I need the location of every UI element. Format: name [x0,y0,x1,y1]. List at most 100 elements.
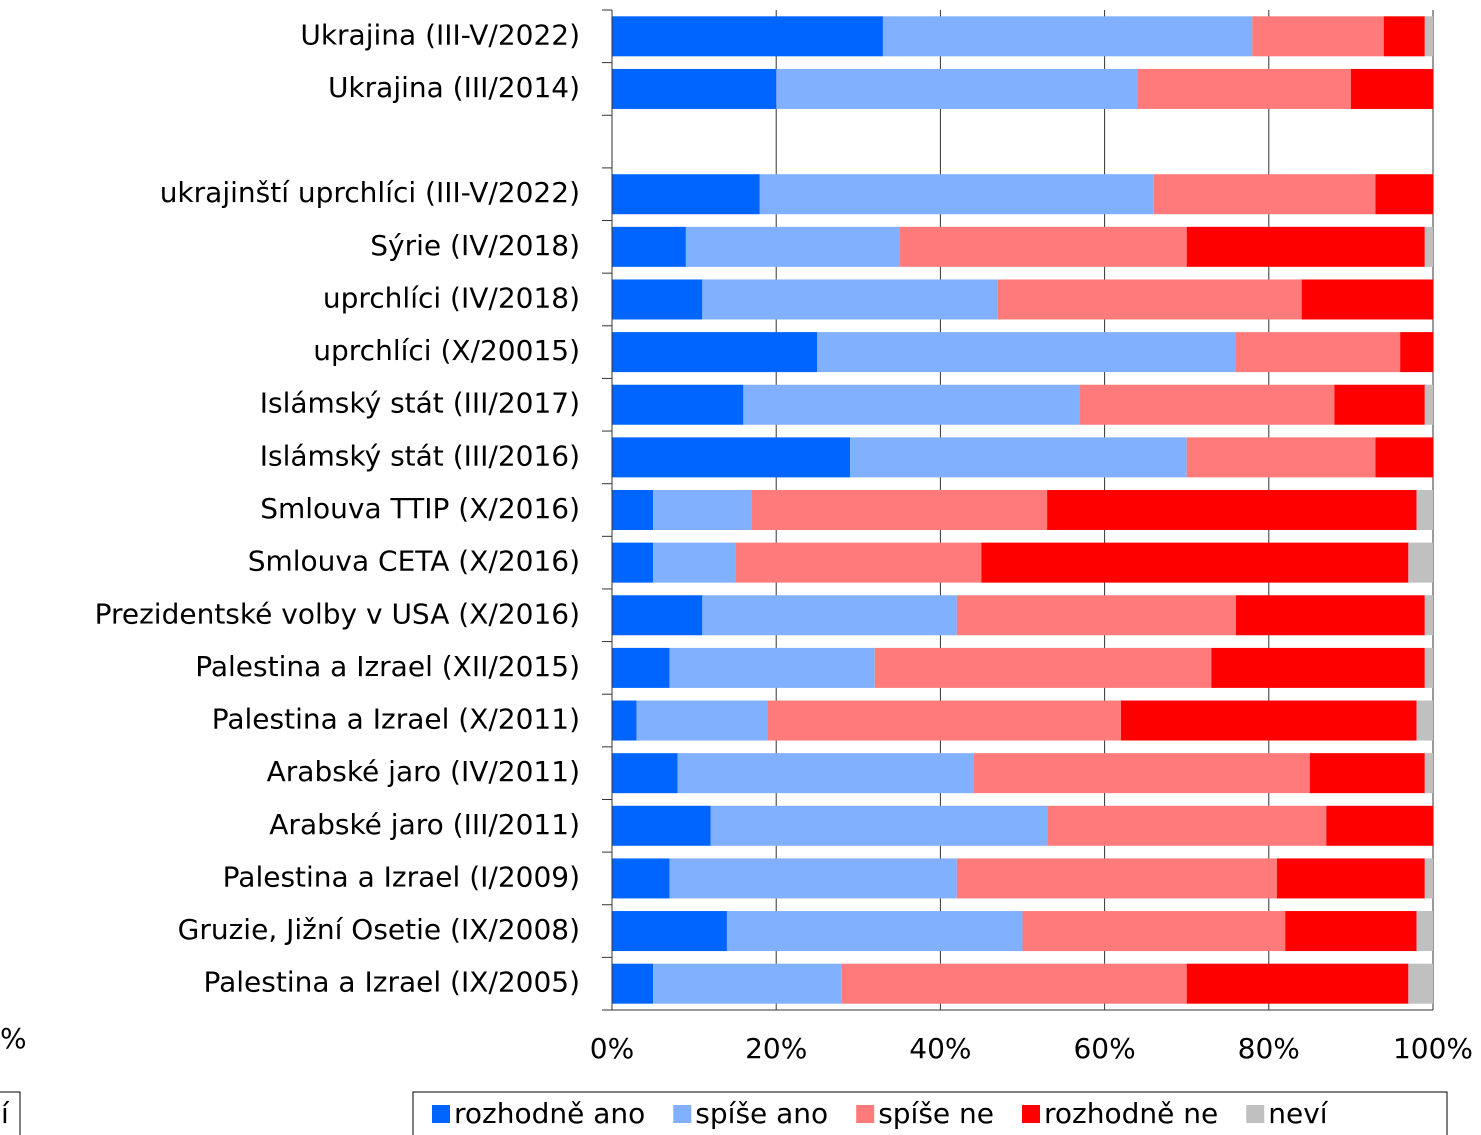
x-tick-label: 60% [1073,1032,1135,1065]
bar-segment [1424,647,1433,688]
bar-segment [726,911,1023,952]
bar-segment [1186,963,1409,1004]
bar-segment [1186,437,1376,478]
bar-segment [1408,963,1433,1004]
bar-segment [1186,226,1425,267]
bar-segment [612,595,703,636]
bar-segment [1383,16,1425,57]
legend-swatch [856,1105,875,1123]
y-tick-label: Palestina a Izrael (I/2009) [223,860,580,893]
bar-segment [612,858,670,899]
y-tick-label: uprchlíci (X/20015) [313,334,580,367]
bar-segment [759,174,1154,215]
bar-segment [612,332,818,373]
bar-segment [1137,68,1351,109]
bar-segment [1211,647,1425,688]
y-tick-label: Islámský stát (III/2016) [260,439,580,472]
bar-segment [1309,753,1425,794]
bar-segment [669,647,875,688]
bar-segment [841,963,1187,1004]
legend-swatch [432,1105,450,1123]
bar-segment [653,542,736,583]
bar-segment [685,226,900,267]
bar-segment [997,279,1302,320]
bar-segment [767,700,1122,741]
bar-segment [612,963,654,1004]
x-tick-label: 0% [590,1032,634,1065]
bar-segment [1424,16,1433,57]
y-tick-label: Palestina a Izrael (XII/2015) [195,650,580,683]
x-tick-label: 80% [1238,1032,1300,1065]
bar-segment [981,542,1409,583]
bar-segment [1022,911,1286,952]
annotation-box [0,1091,21,1135]
legend-label: rozhodně ano [454,1097,645,1130]
bar-segment [1424,384,1433,425]
bar-segment [1326,805,1433,846]
bar-segment [612,542,654,583]
bar-segment [776,68,1138,109]
legend-swatch [1246,1105,1265,1123]
legend-swatch [1022,1105,1041,1123]
bar-segment [751,490,1048,530]
bar-segment [874,647,1212,688]
bar-segment [1416,700,1433,741]
bar-segment [1400,332,1433,373]
y-tick-label: Prezidentské volby v USA (X/2016) [95,597,580,630]
bar-segment [1424,858,1433,899]
x-tick-label: 100% [1393,1032,1473,1065]
x-tick-label: 40% [909,1032,971,1065]
bar-segment [612,647,670,688]
y-tick-label: Palestina a Izrael (IX/2005) [203,966,580,999]
bar-segment [735,542,982,583]
legend-box [412,1091,1448,1135]
bar-segment [677,753,974,794]
bar-segment [1301,279,1433,320]
y-tick-label: Smlouva TTIP (X/2016) [260,492,580,525]
bar-segment [1424,226,1433,267]
bar-segment [1047,805,1327,846]
annotation: % [0,1022,27,1055]
y-tick-label: Ukrajina (III-V/2022) [300,18,580,51]
bar-segment [817,332,1236,373]
bar-segment [612,174,760,215]
legend-label: spíše ne [878,1097,994,1130]
bar-segment [1153,174,1376,215]
legend-swatch [673,1105,692,1123]
bar-segment [710,805,1048,846]
bar-segment [653,490,752,530]
y-tick-label: ukrajinští uprchlíci (III-V/2022) [160,176,580,209]
bar-segment [1334,384,1425,425]
bar-segment [1424,753,1433,794]
legend-label: neví [1268,1097,1329,1130]
bar-segment [1252,16,1384,57]
y-tick-label: Smlouva CETA (X/2016) [248,545,580,578]
y-tick-label: Islámský stát (III/2017) [260,387,580,420]
legend-label: rozhodně ne [1044,1097,1218,1130]
y-tick-label: Gruzie, Jižní Osetie (IX/2008) [178,913,580,946]
bar-segment [612,911,727,952]
y-tick-label: Ukrajina (III/2014) [328,71,580,104]
bar-segment [1079,384,1335,425]
y-tick-label: Palestina a Izrael (X/2011) [212,703,580,736]
bar-segment [899,226,1187,267]
bar-segment [956,858,1278,899]
bar-segment [612,68,777,109]
y-tick-label: Arabské jaro (III/2011) [269,808,580,841]
legend-label: spíše ano [695,1097,828,1130]
bar-segment [612,16,883,57]
bar-segment [956,595,1236,636]
bar-segment [612,805,711,846]
y-tick-label: Sýrie (IV/2018) [370,229,580,262]
bar-segment [1416,490,1433,530]
bar-segment [850,437,1187,478]
bar-segment [702,595,957,636]
bar-segment [1408,542,1433,583]
bar-segment [1235,595,1425,636]
bar-segment [702,279,998,320]
bar-segment [1285,911,1417,952]
bar-segment [612,753,678,794]
bar-segment [612,226,686,267]
bar-segment [612,490,654,530]
